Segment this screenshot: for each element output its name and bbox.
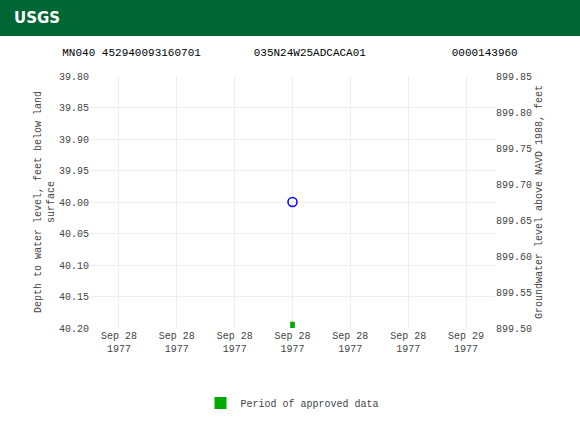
- svg-text:40.15: 40.15: [59, 292, 89, 303]
- svg-text:Depth to water level, feet bel: Depth to water level, feet below landsur…: [33, 91, 57, 313]
- svg-text:40.00: 40.00: [59, 198, 89, 209]
- svg-text:899.65: 899.65: [496, 216, 532, 227]
- svg-text:39.80: 39.80: [59, 72, 89, 83]
- svg-text:Sep 281977: Sep 281977: [274, 331, 310, 355]
- svg-text:39.95: 39.95: [59, 166, 89, 177]
- svg-text:40.05: 40.05: [59, 229, 89, 240]
- svg-text:899.85: 899.85: [496, 72, 532, 83]
- svg-text:899.80: 899.80: [496, 108, 532, 119]
- svg-text:40.20: 40.20: [59, 324, 89, 335]
- svg-text:Period of approved data: Period of approved data: [241, 399, 379, 410]
- svg-text:39.85: 39.85: [59, 103, 89, 114]
- svg-text:899.55: 899.55: [496, 288, 532, 299]
- svg-text:899.50: 899.50: [496, 324, 532, 335]
- svg-text:39.90: 39.90: [59, 135, 89, 146]
- svg-text:Sep 281977: Sep 281977: [159, 331, 195, 355]
- svg-text:899.60: 899.60: [496, 252, 532, 263]
- svg-text:Sep 281977: Sep 281977: [217, 331, 253, 355]
- svg-text:899.75: 899.75: [496, 144, 532, 155]
- svg-text:MN040 452940093160701 0: MN040 452940093160701 035N24W25ADCACA01 …: [62, 47, 517, 59]
- svg-text:40.10: 40.10: [59, 261, 89, 272]
- svg-text:Groundwater level above NAVD 1: Groundwater level above NAVD 1988, feet: [534, 85, 545, 319]
- svg-text:899.70: 899.70: [496, 180, 532, 191]
- svg-text:Sep 281977: Sep 281977: [101, 331, 137, 355]
- svg-text:Sep 281977: Sep 281977: [332, 331, 368, 355]
- svg-text:Sep 281977: Sep 281977: [390, 331, 426, 355]
- svg-text:Sep 291977: Sep 291977: [448, 331, 484, 355]
- html-text:USGS: USGS: [14, 9, 61, 27]
